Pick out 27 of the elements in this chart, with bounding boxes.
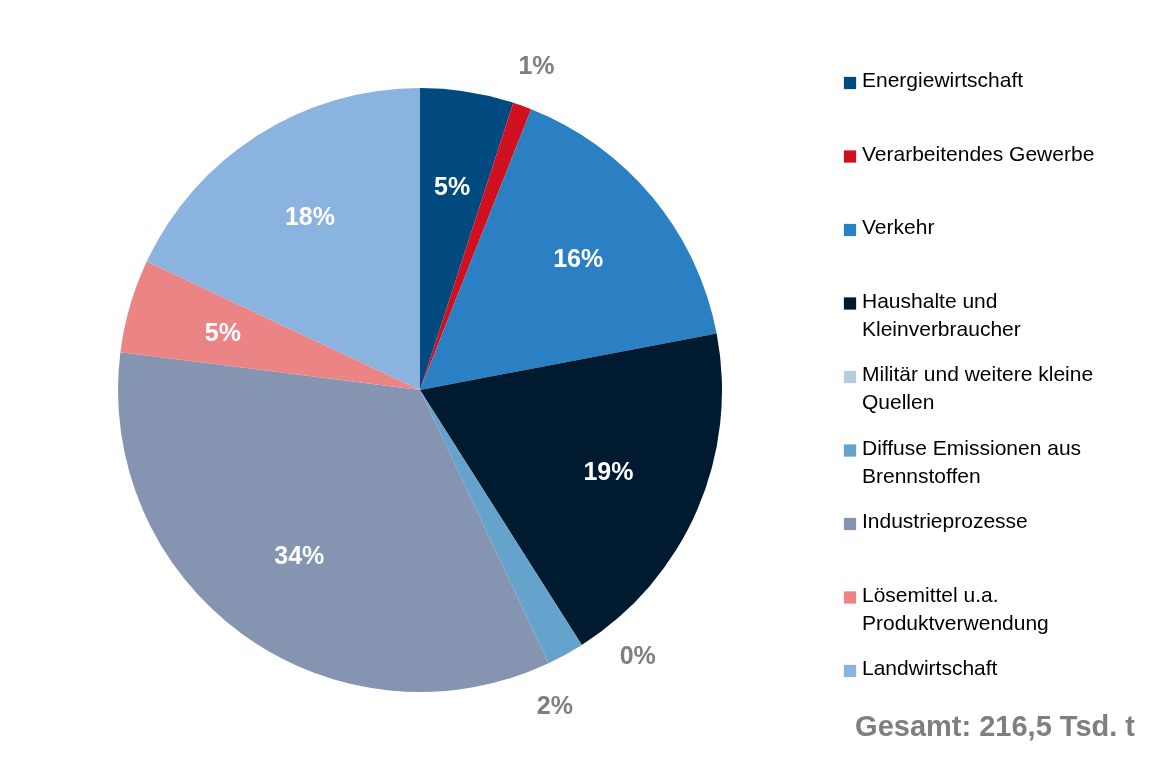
data-label: 18% <box>284 201 335 230</box>
legend-label: Diffuse Emissionen aus Brennstoffen <box>862 435 1082 487</box>
legend-label: Verkehr <box>862 215 935 238</box>
legend-label: Energiewirtschaft <box>862 68 1024 91</box>
legend-label: Lösemittel u.a. Produktverwendung <box>862 582 1049 634</box>
data-label: 5% <box>204 317 241 346</box>
pie-slice <box>420 102 532 390</box>
pie-slice <box>420 88 514 390</box>
pie-slice <box>420 333 722 645</box>
data-label: 16% <box>553 244 604 273</box>
pie-slice <box>420 390 582 664</box>
pie-slice <box>118 352 549 692</box>
data-label: 5% <box>434 172 471 201</box>
pie-slice <box>146 88 420 390</box>
data-label: 34% <box>274 541 325 570</box>
legend-label: Haushalte und Kleinverbraucher <box>862 288 1021 340</box>
pie-slice <box>420 109 717 390</box>
legend-label: Verarbeitendes Gewerbe <box>862 141 1095 165</box>
data-label: 2% <box>536 691 573 720</box>
legend-label: Industrieprozesse <box>862 509 1028 532</box>
legend-label: Militär und weitere kleine Quellen <box>862 362 1094 413</box>
pie-slice <box>120 261 420 390</box>
text: Gesamt: 216,5 Tsd. t <box>855 710 1136 742</box>
legend-label: Landwirtschaft <box>862 656 998 679</box>
data-label: 1% <box>518 51 555 80</box>
data-label: 19% <box>583 456 634 485</box>
text: 0% <box>619 641 656 670</box>
